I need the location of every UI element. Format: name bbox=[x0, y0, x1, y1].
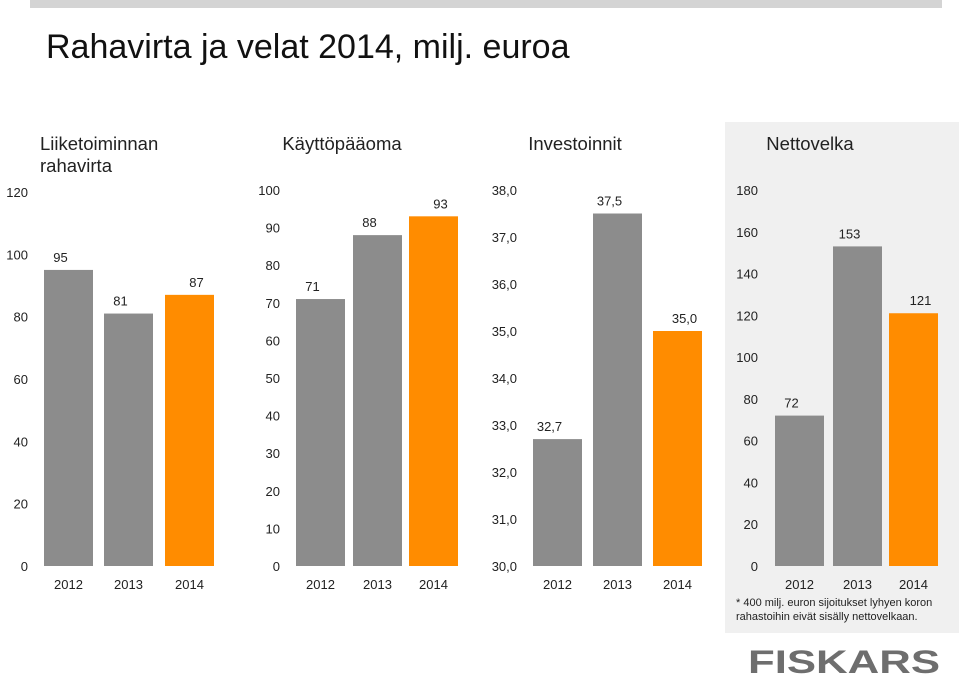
data-label: 72 bbox=[784, 396, 798, 411]
y-tick-label: 60 bbox=[744, 434, 758, 449]
y-tick-label: 36,0 bbox=[492, 277, 517, 292]
footnote: * 400 milj. euron sijoitukset lyhyen kor… bbox=[736, 596, 951, 624]
y-tick-label: 40 bbox=[266, 409, 280, 424]
y-tick-label: 38,0 bbox=[492, 183, 517, 198]
x-tick-label: 2013 bbox=[114, 577, 143, 592]
y-tick-label: 31,0 bbox=[492, 512, 517, 527]
bar-2014 bbox=[409, 216, 458, 566]
y-tick-label: 120 bbox=[6, 185, 28, 200]
y-tick-label: 30 bbox=[266, 446, 280, 461]
x-tick-label: 2013 bbox=[603, 577, 632, 592]
x-tick-label: 2013 bbox=[363, 577, 392, 592]
data-label: 88 bbox=[362, 215, 376, 230]
y-tick-label: 10 bbox=[266, 521, 280, 536]
y-tick-label: 140 bbox=[736, 267, 758, 282]
chart-title-nettovelka: Nettovelka bbox=[766, 133, 854, 154]
y-tick-label: 120 bbox=[736, 308, 758, 323]
y-tick-label: 50 bbox=[266, 371, 280, 386]
x-tick-label: 2014 bbox=[663, 577, 692, 592]
bar-2013 bbox=[833, 246, 882, 566]
data-label: 121 bbox=[910, 293, 932, 308]
bar-2013 bbox=[104, 313, 153, 566]
chart-title-investoinnit: Investoinnit bbox=[528, 133, 622, 154]
y-tick-label: 0 bbox=[751, 559, 758, 574]
y-tick-label: 80 bbox=[266, 258, 280, 273]
y-tick-label: 20 bbox=[14, 497, 28, 512]
svg-text:FISKARS: FISKARS bbox=[748, 646, 940, 676]
bar-2013 bbox=[593, 213, 642, 566]
y-tick-label: 32,0 bbox=[492, 465, 517, 480]
x-tick-label: 2014 bbox=[175, 577, 204, 592]
y-tick-label: 60 bbox=[266, 333, 280, 348]
x-tick-label: 2012 bbox=[785, 577, 814, 592]
fiskars-logo: FISKARS bbox=[748, 646, 940, 676]
y-tick-label: 35,0 bbox=[492, 324, 517, 339]
x-tick-label: 2014 bbox=[899, 577, 928, 592]
data-label: 32,7 bbox=[537, 419, 562, 434]
y-tick-label: 180 bbox=[736, 183, 758, 198]
y-tick-label: 60 bbox=[14, 372, 28, 387]
bar-2012 bbox=[533, 439, 582, 566]
y-tick-label: 0 bbox=[273, 559, 280, 574]
chart-title-liiketoiminnan-rahavirta: Liiketoiminnan rahavirta bbox=[40, 133, 159, 176]
y-tick-label: 30,0 bbox=[492, 559, 517, 574]
chart-title-kayttopaaoma: Käyttöpääoma bbox=[282, 133, 402, 154]
y-tick-label: 160 bbox=[736, 225, 758, 240]
top-accent-bar bbox=[30, 0, 942, 8]
bar-2012 bbox=[296, 299, 345, 566]
y-tick-label: 100 bbox=[6, 247, 28, 262]
y-tick-label: 20 bbox=[744, 517, 758, 532]
data-label: 35,0 bbox=[672, 311, 697, 326]
y-tick-label: 0 bbox=[21, 559, 28, 574]
x-tick-label: 2012 bbox=[54, 577, 83, 592]
x-tick-label: 2013 bbox=[843, 577, 872, 592]
bar-2014 bbox=[165, 294, 214, 566]
data-label: 81 bbox=[113, 294, 127, 309]
y-tick-label: 80 bbox=[744, 392, 758, 407]
y-tick-label: 40 bbox=[744, 475, 758, 490]
y-tick-label: 33,0 bbox=[492, 418, 517, 433]
data-label: 95 bbox=[53, 250, 67, 265]
y-tick-label: 20 bbox=[266, 484, 280, 499]
bar-2014 bbox=[889, 313, 938, 566]
data-label: 93 bbox=[433, 196, 447, 211]
bar-2012 bbox=[44, 269, 93, 566]
footnote-line-2: rahastoihin eivät sisälly nettovelkaan. bbox=[736, 611, 918, 623]
x-tick-label: 2012 bbox=[543, 577, 572, 592]
y-tick-label: 34,0 bbox=[492, 371, 517, 386]
y-tick-label: 37,0 bbox=[492, 230, 517, 245]
footnote-line-1: * 400 milj. euron sijoitukset lyhyen kor… bbox=[736, 597, 933, 609]
data-label: 71 bbox=[305, 279, 319, 294]
bar-2014 bbox=[653, 331, 702, 566]
y-tick-label: 80 bbox=[14, 310, 28, 325]
y-tick-label: 70 bbox=[266, 296, 280, 311]
data-label: 87 bbox=[189, 275, 203, 290]
y-tick-label: 90 bbox=[266, 221, 280, 236]
x-tick-label: 2012 bbox=[306, 577, 335, 592]
data-label: 37,5 bbox=[597, 194, 622, 209]
bar-2013 bbox=[353, 235, 402, 566]
bar-2012 bbox=[775, 415, 824, 566]
y-tick-label: 100 bbox=[736, 350, 758, 365]
x-tick-label: 2014 bbox=[419, 577, 448, 592]
data-label: 153 bbox=[839, 226, 861, 241]
y-tick-label: 40 bbox=[14, 434, 28, 449]
y-tick-label: 100 bbox=[258, 183, 280, 198]
bar-charts: 0204060801001209520128120138720140102030… bbox=[6, 183, 938, 592]
slide-title: Rahavirta ja velat 2014, milj. euroa bbox=[46, 28, 570, 66]
